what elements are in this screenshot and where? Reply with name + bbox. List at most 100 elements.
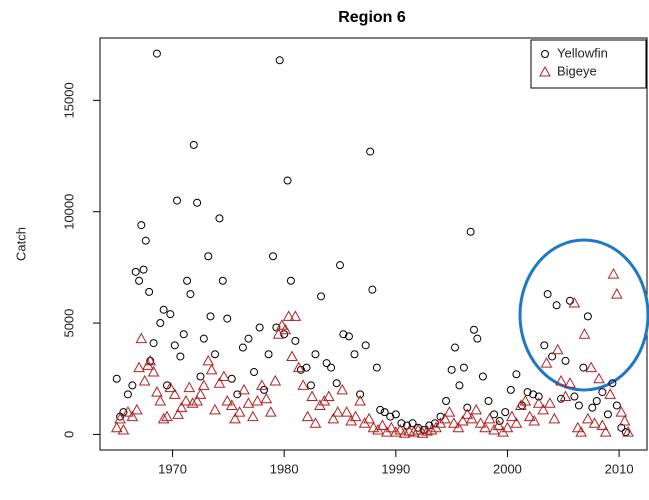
triangle-point: [331, 406, 344, 417]
circle-point: [306, 381, 315, 390]
triangle-point: [122, 406, 134, 417]
circle-point: [166, 310, 175, 319]
circle-point: [179, 330, 188, 339]
circle-point: [283, 176, 292, 185]
circle-point: [548, 352, 557, 361]
circle-point: [608, 379, 617, 388]
circle-point: [561, 356, 570, 365]
circle-point: [123, 390, 132, 399]
triangle-point: [238, 383, 250, 395]
circle-point: [339, 330, 348, 339]
triangle-point: [452, 421, 465, 433]
circle-point: [152, 49, 161, 58]
circle-point: [322, 359, 331, 368]
circle-point: [141, 236, 150, 245]
triangle-point: [175, 401, 188, 413]
triangle-point: [394, 423, 407, 435]
circle-point: [447, 365, 456, 374]
legend-label: Yellowfin: [557, 45, 608, 60]
x-tick-label: 1980: [270, 461, 299, 476]
triangle-point: [349, 410, 362, 422]
triangle-point: [135, 332, 148, 344]
triangle-point: [114, 412, 126, 424]
triangle-point: [448, 417, 460, 428]
triangle-point: [110, 421, 123, 433]
triangle-point: [336, 383, 349, 395]
triangle-point: [544, 397, 556, 408]
triangle-point: [416, 427, 429, 438]
triangle-point: [501, 421, 514, 433]
triangle-point: [389, 426, 402, 437]
triangle-point: [147, 366, 160, 377]
triangle-point: [564, 377, 576, 388]
triangle-point: [575, 426, 587, 437]
circle-point: [588, 403, 597, 412]
legend-box: [530, 39, 647, 89]
triangle-point: [376, 419, 389, 431]
triangle-point: [306, 390, 318, 402]
triangle-point: [596, 419, 609, 431]
circle-point: [408, 419, 417, 428]
circle-point: [466, 227, 475, 236]
circle-point: [402, 421, 411, 430]
circle-point: [490, 410, 499, 419]
circle-point: [255, 323, 264, 332]
circle-point: [327, 363, 336, 372]
triangle-point: [571, 421, 584, 433]
circle-point: [336, 261, 345, 270]
triangle-point: [470, 403, 483, 415]
triangle-point: [289, 310, 302, 321]
triangle-point: [242, 397, 255, 408]
circle-point: [592, 397, 601, 406]
triangle-point: [548, 412, 561, 424]
triangle-point: [327, 412, 340, 424]
triangle-point: [194, 388, 207, 399]
triangle-point: [117, 423, 130, 435]
circle-point: [238, 343, 247, 352]
triangle-point: [309, 417, 322, 428]
circle-point: [139, 265, 148, 274]
circle-point: [189, 140, 198, 149]
chart-title: Region 6: [338, 9, 406, 26]
circle-point: [176, 352, 185, 361]
triangle-point: [269, 374, 282, 386]
circle-point: [372, 363, 381, 372]
triangle-point: [581, 412, 594, 424]
triangle-point: [138, 374, 151, 386]
circle-point: [183, 276, 192, 285]
circle-point: [473, 334, 482, 343]
circle-point: [512, 370, 521, 379]
plot-frame: [99, 37, 648, 451]
circle-point: [317, 292, 326, 301]
triangle-point: [585, 361, 598, 373]
legend-marker: [539, 65, 551, 77]
circle-point: [386, 412, 395, 421]
circle-point: [344, 332, 353, 341]
circle-point: [495, 417, 504, 426]
triangle-point: [588, 417, 601, 428]
triangle-point: [506, 410, 518, 422]
triangle-point: [407, 426, 420, 437]
circle-point: [565, 296, 574, 305]
y-axis-label: Catch: [13, 227, 28, 261]
triangle-point: [260, 392, 273, 404]
triangle-point: [133, 361, 145, 373]
triangle-point: [492, 419, 505, 431]
triangle-point: [191, 394, 203, 406]
circle-point: [137, 221, 146, 230]
circle-point: [583, 312, 592, 321]
circle-point: [145, 287, 154, 296]
circle-point: [275, 56, 284, 65]
circle-point: [478, 372, 487, 381]
circle-point: [368, 285, 377, 294]
x-tick-label: 1970: [158, 461, 187, 476]
triangle-point: [578, 328, 591, 339]
triangle-point: [264, 406, 277, 417]
triangle-point: [251, 394, 264, 406]
circle-point: [380, 408, 389, 417]
annotation-circle: [518, 238, 649, 392]
circle-point: [430, 419, 439, 428]
triangle-point: [209, 403, 221, 415]
circle-point: [170, 341, 179, 350]
